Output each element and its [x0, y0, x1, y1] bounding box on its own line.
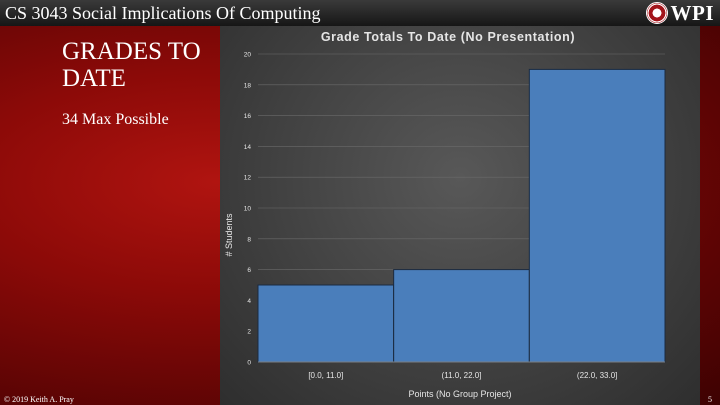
page-number: 5: [708, 395, 712, 404]
bars: [257, 68, 666, 363]
y-tick-label: 10: [244, 206, 252, 213]
wpi-seal-icon: [645, 2, 668, 24]
slide-heading: GRADES TO DATE: [62, 38, 201, 92]
slide-subtitle: 34 Max Possible: [62, 111, 169, 128]
x-axis-label: Points (No Group Project): [408, 389, 511, 399]
logo-text: WPI: [670, 1, 714, 25]
x-tick-label: (11.0, 22.0]: [442, 371, 482, 380]
bar: [528, 68, 666, 363]
course-title: CS 3043 Social Implications Of Computing: [5, 3, 321, 23]
histogram-chart: 0 2 4 6 8 10 12 14 16 18 20 [0.0, 11.0] (11.0, 22.0]…: [224, 30, 666, 399]
y-tick-label: 18: [244, 82, 252, 89]
wpi-logo: WPI: [645, 1, 715, 25]
x-tick-label: [0.0, 11.0]: [308, 371, 343, 380]
copyright-text: © 2019 Keith A. Pray: [4, 395, 74, 404]
y-tick-label: 14: [244, 144, 252, 151]
y-tick-label: 12: [244, 175, 252, 182]
y-tick-label: 6: [247, 267, 251, 274]
chart-title: Grade Totals To Date (No Presentation): [321, 30, 575, 44]
y-tick-label: 0: [247, 360, 251, 367]
y-tick-label: 16: [244, 113, 252, 120]
header-bar: CS 3043 Social Implications Of Computing…: [0, 0, 720, 26]
bar: [257, 284, 395, 363]
axes: 0 2 4 6 8 10 12 14 16 18 20 [0.0, 11.0] (11.0, 22.0]…: [244, 52, 665, 380]
y-tick-label: 2: [247, 329, 251, 336]
y-tick-label: 20: [244, 52, 252, 59]
bar: [393, 269, 530, 363]
y-tick-label: 4: [247, 298, 251, 305]
x-tick-label: (22.0, 33.0]: [577, 371, 617, 380]
chart-panel: 0 2 4 6 8 10 12 14 16 18 20 [0.0, 11.0] (11.0, 22.0]…: [220, 26, 700, 405]
y-tick-label: 8: [247, 236, 251, 243]
y-axis-label: # Students: [224, 213, 234, 257]
